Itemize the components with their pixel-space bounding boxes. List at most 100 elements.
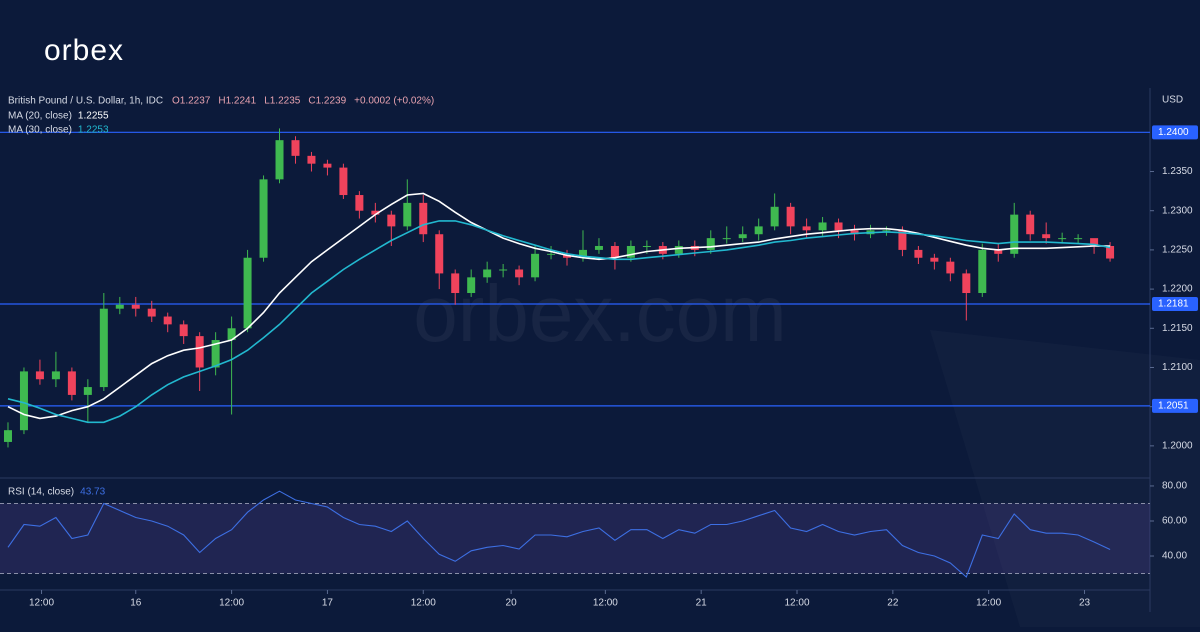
candle-body — [1026, 214, 1035, 235]
candle-body — [51, 371, 60, 380]
candle-body — [467, 277, 476, 294]
candle-body — [195, 336, 204, 368]
candle-body — [243, 257, 252, 329]
candle-body — [547, 253, 556, 255]
x-tick-label: 20 — [506, 598, 518, 609]
candle-body — [403, 202, 412, 227]
candle-body — [594, 245, 603, 250]
candle-body — [626, 245, 635, 258]
x-tick-label: 23 — [1079, 598, 1091, 609]
x-tick-label: 12:00 — [411, 598, 436, 609]
y-tick-label: 1.2250 — [1162, 245, 1193, 256]
x-tick-label: 12:00 — [976, 598, 1001, 609]
ohlc-value: C1.2239 — [308, 96, 346, 107]
candle-body — [483, 269, 492, 278]
y-tick-label: 1.2150 — [1162, 323, 1193, 334]
candle-body — [163, 316, 172, 325]
candle-body — [99, 308, 108, 388]
candle-body — [435, 234, 444, 274]
candle-body — [67, 371, 76, 395]
rsi-value: 43.73 — [80, 487, 105, 498]
level-tag — [1152, 398, 1198, 413]
candle-body — [1058, 238, 1067, 240]
candle-body — [19, 371, 28, 431]
candle-body — [419, 202, 428, 235]
candle-body — [307, 155, 316, 164]
candle-body — [275, 140, 284, 180]
candle-body — [882, 230, 891, 232]
candle-body — [818, 222, 827, 231]
level-label: 1.2400 — [1158, 127, 1189, 138]
candle-body — [754, 226, 763, 235]
candle-body — [147, 308, 156, 317]
candle-body — [531, 253, 540, 278]
ma-line — [7, 220, 1111, 424]
candle-body — [1106, 245, 1115, 259]
rsi-tick-label: 80.00 — [1162, 481, 1187, 492]
legend-name: MA (30, close) — [8, 125, 72, 136]
legend-value: 1.2255 — [78, 111, 109, 122]
x-tick-label: 12:00 — [219, 598, 244, 609]
rsi-band — [0, 503, 1150, 574]
candle-body — [834, 222, 843, 231]
candle-body — [115, 304, 124, 309]
y-tick-label: 1.2100 — [1162, 362, 1193, 373]
x-tick-label: 22 — [887, 598, 899, 609]
y-tick-label: 1.2200 — [1162, 284, 1193, 295]
candle-body — [451, 273, 460, 294]
candle-body — [227, 328, 236, 341]
ohlc-value: +0.0002 (+0.02%) — [354, 96, 434, 107]
candle-body — [898, 230, 907, 250]
candle-body — [674, 245, 683, 254]
candle-body — [259, 179, 268, 258]
candle-body — [131, 304, 140, 309]
candle-body — [642, 245, 651, 247]
candle-body — [355, 195, 364, 211]
candle-body — [499, 269, 508, 271]
x-tick-label: 21 — [696, 598, 708, 609]
candle-body — [83, 387, 92, 395]
candle-body — [1042, 234, 1051, 239]
candle-body — [1010, 214, 1019, 254]
candle-body — [211, 340, 220, 368]
x-tick-label: 16 — [130, 598, 142, 609]
candle-body — [914, 249, 923, 258]
y-axis-label: USD — [1162, 95, 1183, 106]
ohlc-value: L1.2235 — [264, 96, 301, 107]
rsi-tick-label: 60.00 — [1162, 516, 1187, 527]
ohlc-value: H1.2241 — [218, 96, 256, 107]
ohlc-value: O1.2237 — [172, 96, 211, 107]
candle-body — [850, 230, 859, 235]
x-tick-label: 12:00 — [784, 598, 809, 609]
candle-body — [930, 257, 939, 262]
candle-body — [994, 249, 1003, 254]
candle-body — [3, 430, 12, 442]
level-label: 1.2051 — [1158, 401, 1189, 412]
candle-body — [1090, 238, 1099, 246]
candle-body — [339, 167, 348, 196]
logo: orbex — [44, 34, 124, 67]
candle-body — [610, 245, 619, 258]
rsi-line — [7, 490, 1111, 578]
chart-title: British Pound / U.S. Dollar, 1h, IDC — [8, 96, 163, 107]
x-tick-label: 12:00 — [593, 598, 618, 609]
header: O1.2237 H1.2241 L1.2235 C1.2239 +0.0002 (+0.… — [8, 96, 434, 498]
candle-body — [515, 269, 524, 278]
candle-body — [323, 163, 332, 168]
legend-value: 1.2253 — [78, 125, 109, 136]
y-tick-label: 1.2000 — [1162, 441, 1193, 452]
candle-body — [802, 226, 811, 231]
candle-body — [978, 249, 987, 294]
candle-body — [786, 206, 795, 227]
plot — [0, 128, 1150, 578]
y-tick-label: 1.2350 — [1162, 166, 1193, 177]
rsi-tick-label: 40.00 — [1162, 551, 1187, 562]
candle-body — [371, 210, 380, 215]
candle-body — [946, 261, 955, 274]
rsi-name: RSI (14, close) — [8, 487, 74, 498]
candle-body — [722, 238, 731, 240]
candle-body — [179, 324, 188, 337]
level-tag — [1152, 296, 1198, 311]
